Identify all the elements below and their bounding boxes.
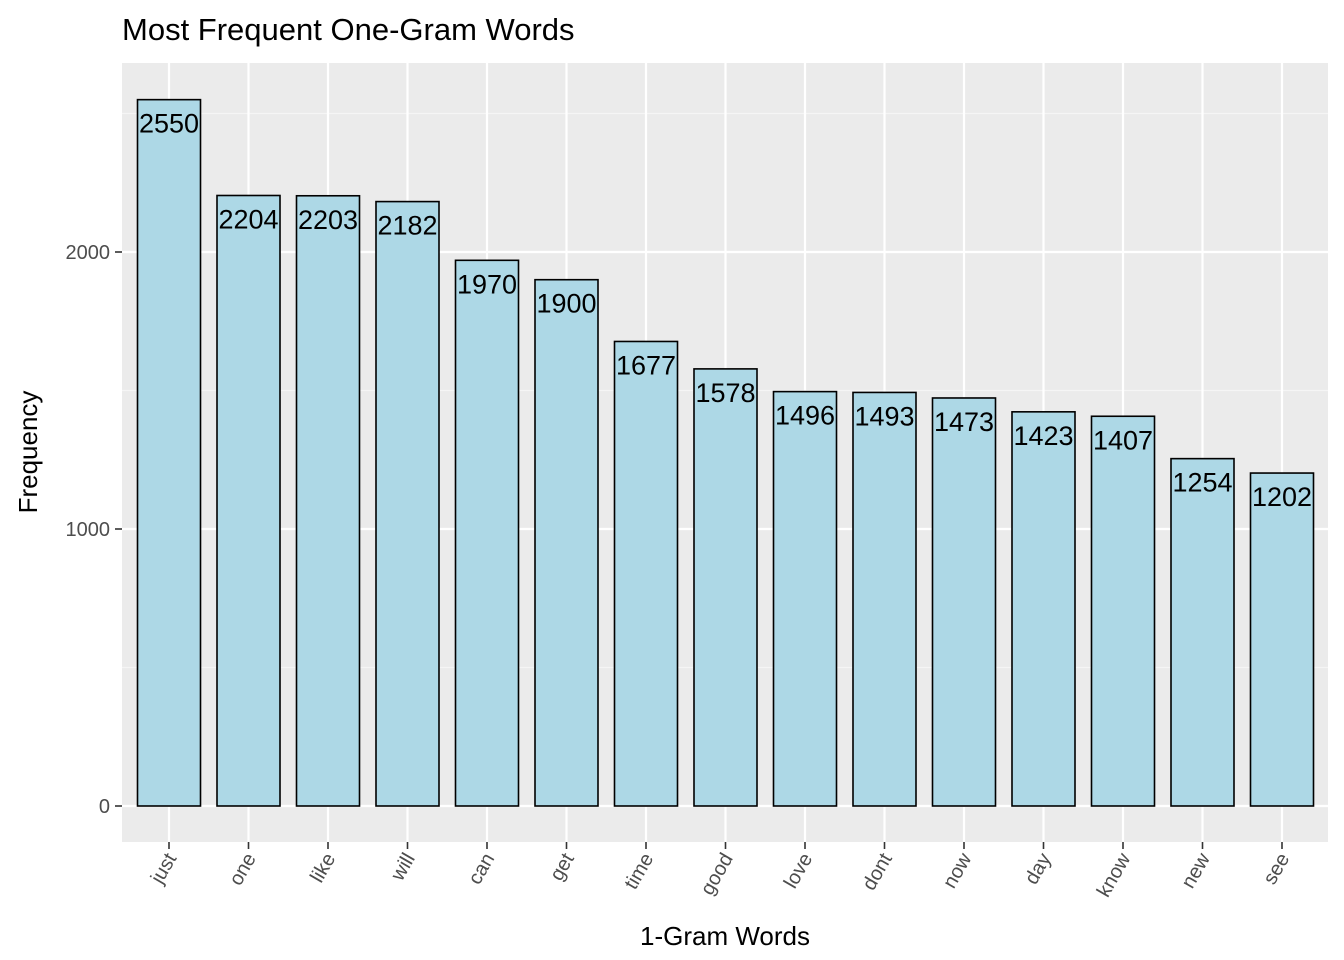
bar-can [454,259,520,807]
data-label-like: 2203 [298,205,358,235]
bars [136,98,1315,807]
bar-just [136,98,202,807]
data-label-now: 1473 [934,407,994,437]
x-tick-label-one: one [225,850,261,890]
bar-love [772,390,838,807]
x-tick-label-know: know [1093,849,1136,901]
x-tick-label-good: good [697,850,738,900]
bar-will [375,200,440,807]
data-label-can: 1970 [457,269,517,299]
data-label-know: 1407 [1093,425,1153,455]
data-labels: 2550 2204 2203 2182 1970 1900 1677 1578 1496 1493… [139,109,1312,512]
data-label-time: 1677 [616,350,676,380]
bar-dont [852,391,917,807]
x-tick-label-just: just [146,849,181,888]
bar-know [1090,415,1156,807]
bar-get [534,278,599,807]
chart-title: Most Frequent One-Gram Words [122,12,575,47]
bar-good [693,368,758,807]
data-label-dont: 1493 [854,401,914,431]
data-label-see: 1202 [1252,482,1312,512]
data-label-get: 1900 [536,289,596,319]
data-label-love: 1496 [775,401,835,431]
x-axis: just one like will can get time good love dont now… [146,842,1294,901]
y-tick-label: 1000 [66,519,111,541]
x-tick-label-get: get [546,849,579,884]
x-tick-label-now: now [939,849,977,892]
x-tick-label-day: day [1021,850,1056,889]
x-tick-label-new: new [1177,849,1215,892]
data-label-one: 2204 [218,204,278,234]
bar-like [295,194,361,807]
bar-new [1170,457,1235,807]
x-tick-label-see: see [1259,850,1294,889]
x-tick-label-can: can [464,850,499,889]
data-label-new: 1254 [1172,468,1232,498]
data-label-good: 1578 [695,378,755,408]
bar-one [216,194,281,807]
data-label-day: 1423 [1013,421,1073,451]
y-tick-label: 0 [99,796,110,818]
y-axis-title: Frequency [13,391,43,514]
data-label-will: 2182 [377,211,437,241]
bar-day [1011,411,1076,807]
x-tick-label-will: will [386,850,419,886]
data-label-just: 2550 [139,109,199,139]
x-tick-label-dont: dont [858,849,897,894]
y-tick-label: 2000 [66,242,111,264]
x-tick-label-time: time [620,850,658,894]
bar-now [931,397,997,807]
x-tick-label-like: like [306,850,340,887]
bar-time [613,340,679,807]
x-axis-title: 1-Gram Words [640,921,810,951]
x-tick-label-love: love [780,850,817,893]
y-axis: 0 1000 2000 [66,242,122,818]
bar-see [1249,472,1315,807]
